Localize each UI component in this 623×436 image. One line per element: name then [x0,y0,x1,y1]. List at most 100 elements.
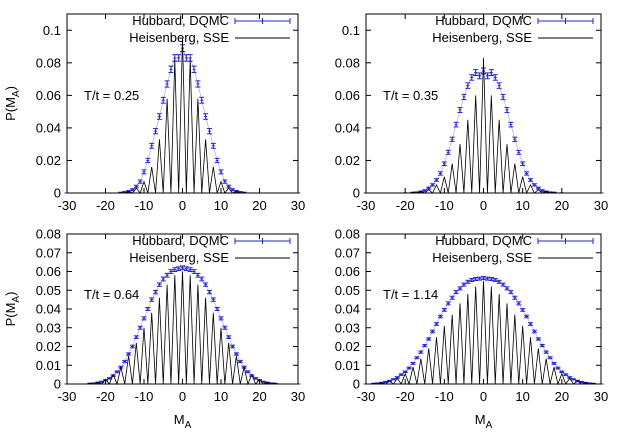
dqmc-error-bar [145,157,151,164]
dqmc-error-bar [214,307,220,311]
dqmc-error-bar [524,171,530,176]
y-axis-title: P(MA) [3,292,22,327]
dqmc-error-bar [500,93,506,101]
dqmc-error-bar [477,276,483,281]
x-tick-label: 20 [555,389,569,404]
dqmc-error-bar [141,169,147,175]
dqmc-error-bar [437,171,443,176]
x-tick-label: 30 [594,389,608,404]
dqmc-error-bar [222,325,228,330]
y-axis-title-text: P(MA) [3,292,22,327]
dqmc-error-bar [230,344,236,349]
legend-label-dqmc: Hubbard, DQMC [435,13,532,28]
dqmc-error-bar [199,276,205,282]
dqmc-error-bar [164,80,170,88]
dqmc-error-bar [160,276,166,282]
dqmc-error-bar [203,113,209,120]
tick-labels: -30 -20 -10 0 10 20 30 0 0.01 0.02 0.03 0.04 0.05 0.0… [335,227,609,405]
x-tick-label: 10 [214,198,228,213]
dqmc-trace [67,47,298,194]
y-tick-label: 0.01 [335,358,360,373]
dqmc-error-bar [222,179,228,184]
dqmc-error-bar [457,286,463,291]
x-tick-label: -10 [435,389,454,404]
y-tick-label: 0.06 [335,264,360,279]
x-tick-label: -10 [135,389,154,404]
dqmc-error-bar [199,96,205,104]
y-tick-label: 0 [54,186,61,201]
x-tick-label: 20 [555,198,569,213]
legend-sample-dqmc [234,238,291,244]
panel-top-left: -30 -20 -10 0 10 20 30 0 0.02 0.04 0.06 0.08 0.1 T/t… [3,13,305,213]
dqmc-error-bar [133,184,139,189]
dqmc-error-bar [218,316,224,321]
dqmc-error-bar [153,289,159,295]
dqmc-error-bar [414,356,420,360]
x-tick-label: -30 [357,198,376,213]
legend: Hubbard, DQMC Heisenberg, SSE [432,13,594,45]
y-tick-label: 0 [353,377,360,392]
dqmc-error-bar [195,80,201,88]
dqmc-error-bar [210,297,216,302]
temperature-annotation: T/t = 1.14 [383,287,438,302]
y-tick-label: 0.06 [36,88,61,103]
x-tick-label: 10 [515,389,529,404]
legend-label-sse: Heisenberg, SSE [129,30,229,45]
dqmc-error-bar [237,359,243,364]
dqmc-error-bar [164,272,170,278]
x-tick-label: 0 [179,389,186,404]
y-tick-label: 0.04 [335,120,360,135]
dqmc-error-bar [398,373,404,376]
dqmc-error-bar [441,161,447,166]
legend-sample-dqmc [234,18,291,24]
dqmc-error-bar [488,277,494,281]
dqmc-error-bar [516,301,522,306]
dqmc-error-bar [434,178,439,182]
legend-label-sse: Heisenberg, SSE [432,250,532,265]
x-tick-label: -10 [435,198,454,213]
x-tick-label: -20 [396,198,415,213]
dqmc-error-bar [203,282,209,287]
y-tick-label: 0.03 [335,320,360,335]
dqmc-error-bar [434,322,439,326]
temperature-annotation: T/t = 0.35 [383,88,438,103]
temperature-annotation: T/t = 0.64 [84,287,139,302]
dqmc-error-bar [430,183,436,187]
legend-label-dqmc: Hubbard, DQMC [435,233,532,248]
dqmc-error-bar [176,54,182,62]
sse-spike-line [117,38,248,194]
dqmc-error-bar [168,65,174,74]
dqmc-error-bar [445,301,451,306]
x-tick-label: 30 [291,389,305,404]
legend: Hubbard, DQMC Heisenberg, SSE [129,13,291,45]
dqmc-error-bar [492,277,498,282]
dqmc-error-bar [469,74,475,81]
dqmc-error-bar [445,149,451,155]
dqmc-error-bar [512,136,518,142]
x-tick-label: -10 [135,198,154,213]
dqmc-error-bar [473,69,479,77]
dqmc-error-bar [457,107,463,113]
legend: Hubbard, DQMC Heisenberg, SSE [432,233,594,265]
panel-top-right: -30 -20 -10 0 10 20 30 0 0.02 0.04 0.06 0.08 0.1 T/t… [335,13,609,213]
x-axis-title: MA [475,412,493,431]
series-layer [64,265,301,386]
y-tick-label: 0.03 [36,320,61,335]
x-tick-label: 0 [480,389,487,404]
dqmc-error-bar [477,72,483,80]
y-tick-label: 0.01 [36,358,61,373]
dqmc-error-bar [187,267,193,272]
y-tick-label: 0.05 [36,283,61,298]
y-tick-label: 0.02 [335,339,360,354]
dqmc-error-bar [528,178,533,182]
dqmc-error-bar [218,169,224,175]
y-tick-label: 0.02 [36,339,61,354]
sse-spike-line [401,57,566,195]
dqmc-error-bar [226,335,232,339]
dqmc-error-bar [539,343,545,348]
dqmc-error-bar [156,282,162,287]
temperature-annotation: T/t = 0.25 [84,88,139,103]
x-tick-label: 10 [214,389,228,404]
dqmc-error-bar [129,344,135,349]
